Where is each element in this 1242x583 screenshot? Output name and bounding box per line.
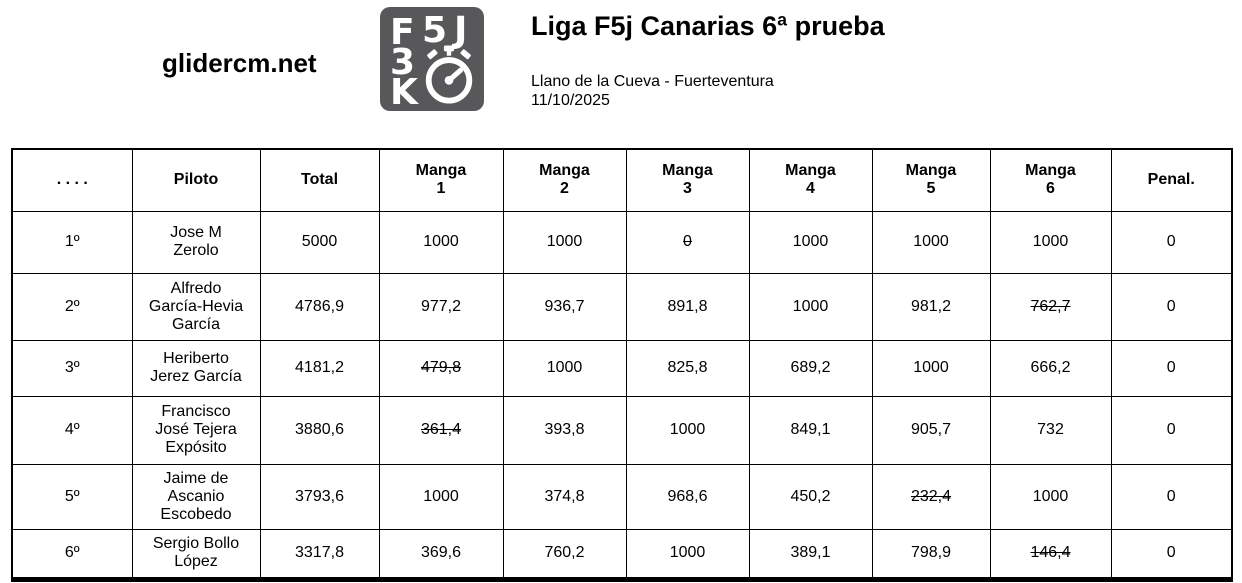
col-header-manga-6: Manga 6 (989, 148, 1112, 212)
manga-1-cell: 977,2 (378, 272, 504, 341)
manga-2-cell: 760,2 (502, 528, 627, 582)
manga-6-cell: 732 (989, 395, 1112, 465)
penalty-cell: 0 (1110, 528, 1233, 582)
col-header-penalty: Penal. (1110, 148, 1233, 212)
logo-letter-3: 3 (390, 42, 416, 83)
manga-4-cell: 450,2 (748, 463, 873, 530)
penalty-cell: 0 (1110, 395, 1233, 465)
col-header-manga-5: Manga 5 (871, 148, 991, 212)
manga-1-cell: 369,6 (378, 528, 504, 582)
pilot-cell: Jose M Zerolo (131, 210, 261, 274)
manga-1-cell: 1000 (378, 463, 504, 530)
position-cell: 2º (11, 272, 133, 341)
pilot-cell: Alfredo García-Hevia García (131, 272, 261, 341)
total-cell: 3317,8 (259, 528, 380, 582)
manga-6-cell: 762,7 (989, 272, 1112, 341)
manga-2-cell: 936,7 (502, 272, 627, 341)
table-row: 1º Jose M Zerolo 5000 1000 1000 0 1000 1… (11, 210, 1233, 274)
manga-4-cell: 1000 (748, 210, 873, 274)
penalty-cell: 0 (1110, 272, 1233, 341)
logo-letter-j: J (454, 10, 468, 51)
table-row: 4º Francisco José Tejera Expósito 3880,6… (11, 395, 1233, 465)
col-header-manga-1: Manga 1 (378, 148, 504, 212)
manga-4-cell: 689,2 (748, 339, 873, 397)
manga-3-cell: 1000 (625, 528, 750, 582)
manga-2-cell: 1000 (502, 339, 627, 397)
table-row: 3º Heriberto Jerez García 4181,2 479,8 1… (11, 339, 1233, 397)
manga-3-cell: 1000 (625, 395, 750, 465)
manga-3-cell: 825,8 (625, 339, 750, 397)
col-header-position: . . . . (11, 148, 133, 212)
manga-6-cell: 146,4 (989, 528, 1112, 582)
manga-1-cell: 361,4 (378, 395, 504, 465)
manga-1-cell: 479,8 (378, 339, 504, 397)
position-cell: 6º (11, 528, 133, 582)
position-cell: 5º (11, 463, 133, 530)
position-cell: 4º (11, 395, 133, 465)
manga-5-cell: 1000 (871, 210, 991, 274)
total-cell: 3793,6 (259, 463, 380, 530)
col-header-manga-3: Manga 3 (625, 148, 750, 212)
penalty-cell: 0 (1110, 339, 1233, 397)
page-title: Liga F5j Canarias 6ª prueba (531, 11, 885, 41)
manga-6-cell: 1000 (989, 210, 1112, 274)
penalty-cell: 0 (1110, 463, 1233, 530)
manga-5-cell: 905,7 (871, 395, 991, 465)
total-cell: 4786,9 (259, 272, 380, 341)
total-cell: 3880,6 (259, 395, 380, 465)
col-header-manga-4: Manga 4 (748, 148, 873, 212)
logo-letter-5: 5 (422, 10, 448, 51)
manga-5-cell: 798,9 (871, 528, 991, 582)
penalty-cell: 0 (1110, 210, 1233, 274)
table-row: 5º Jaime de Ascanio Escobedo 3793,6 1000… (11, 463, 1233, 530)
total-cell: 5000 (259, 210, 380, 274)
event-date: 11/10/2025 (531, 91, 610, 109)
pilot-cell: Jaime de Ascanio Escobedo (131, 463, 261, 530)
manga-2-cell: 374,8 (502, 463, 627, 530)
logo-letter-k: K (390, 72, 418, 113)
event-details: Llano de la Cueva - Fuerteventura 11/10/… (531, 72, 885, 110)
manga-5-cell: 232,4 (871, 463, 991, 530)
stopwatch-icon (425, 45, 473, 104)
position-cell: 3º (11, 339, 133, 397)
manga-2-cell: 1000 (502, 210, 627, 274)
table-row: 6º Sergio Bollo López 3317,8 369,6 760,2… (11, 528, 1233, 582)
pilot-cell: Francisco José Tejera Expósito (131, 395, 261, 465)
manga-3-cell: 0 (625, 210, 750, 274)
results-table: . . . . Piloto Total Manga 1 Manga 2 Man… (11, 148, 1233, 582)
col-header-manga-2: Manga 2 (502, 148, 627, 212)
pilot-cell: Heriberto Jerez García (131, 339, 261, 397)
table-row: 2º Alfredo García-Hevia García 4786,9 97… (11, 272, 1233, 341)
manga-4-cell: 849,1 (748, 395, 873, 465)
f5j-3k-logo: F 5 J 3 K (380, 7, 484, 111)
col-header-pilot: Piloto (131, 148, 261, 212)
manga-2-cell: 393,8 (502, 395, 627, 465)
manga-4-cell: 389,1 (748, 528, 873, 582)
manga-5-cell: 1000 (871, 339, 991, 397)
col-header-total: Total (259, 148, 380, 212)
manga-6-cell: 1000 (989, 463, 1112, 530)
manga-5-cell: 981,2 (871, 272, 991, 341)
manga-6-cell: 666,2 (989, 339, 1112, 397)
logo-letter-f: F (390, 12, 415, 53)
site-link[interactable]: glidercm.net (162, 48, 317, 78)
event-location: Llano de la Cueva - Fuerteventura (531, 72, 774, 90)
position-cell: 1º (11, 210, 133, 274)
header-row: . . . . Piloto Total Manga 1 Manga 2 Man… (11, 148, 1233, 212)
manga-3-cell: 968,6 (625, 463, 750, 530)
manga-3-cell: 891,8 (625, 272, 750, 341)
pilot-cell: Sergio Bollo López (131, 528, 261, 582)
manga-4-cell: 1000 (748, 272, 873, 341)
event-header: Liga F5j Canarias 6ª prueba Llano de la … (531, 11, 885, 110)
manga-1-cell: 1000 (378, 210, 504, 274)
total-cell: 4181,2 (259, 339, 380, 397)
